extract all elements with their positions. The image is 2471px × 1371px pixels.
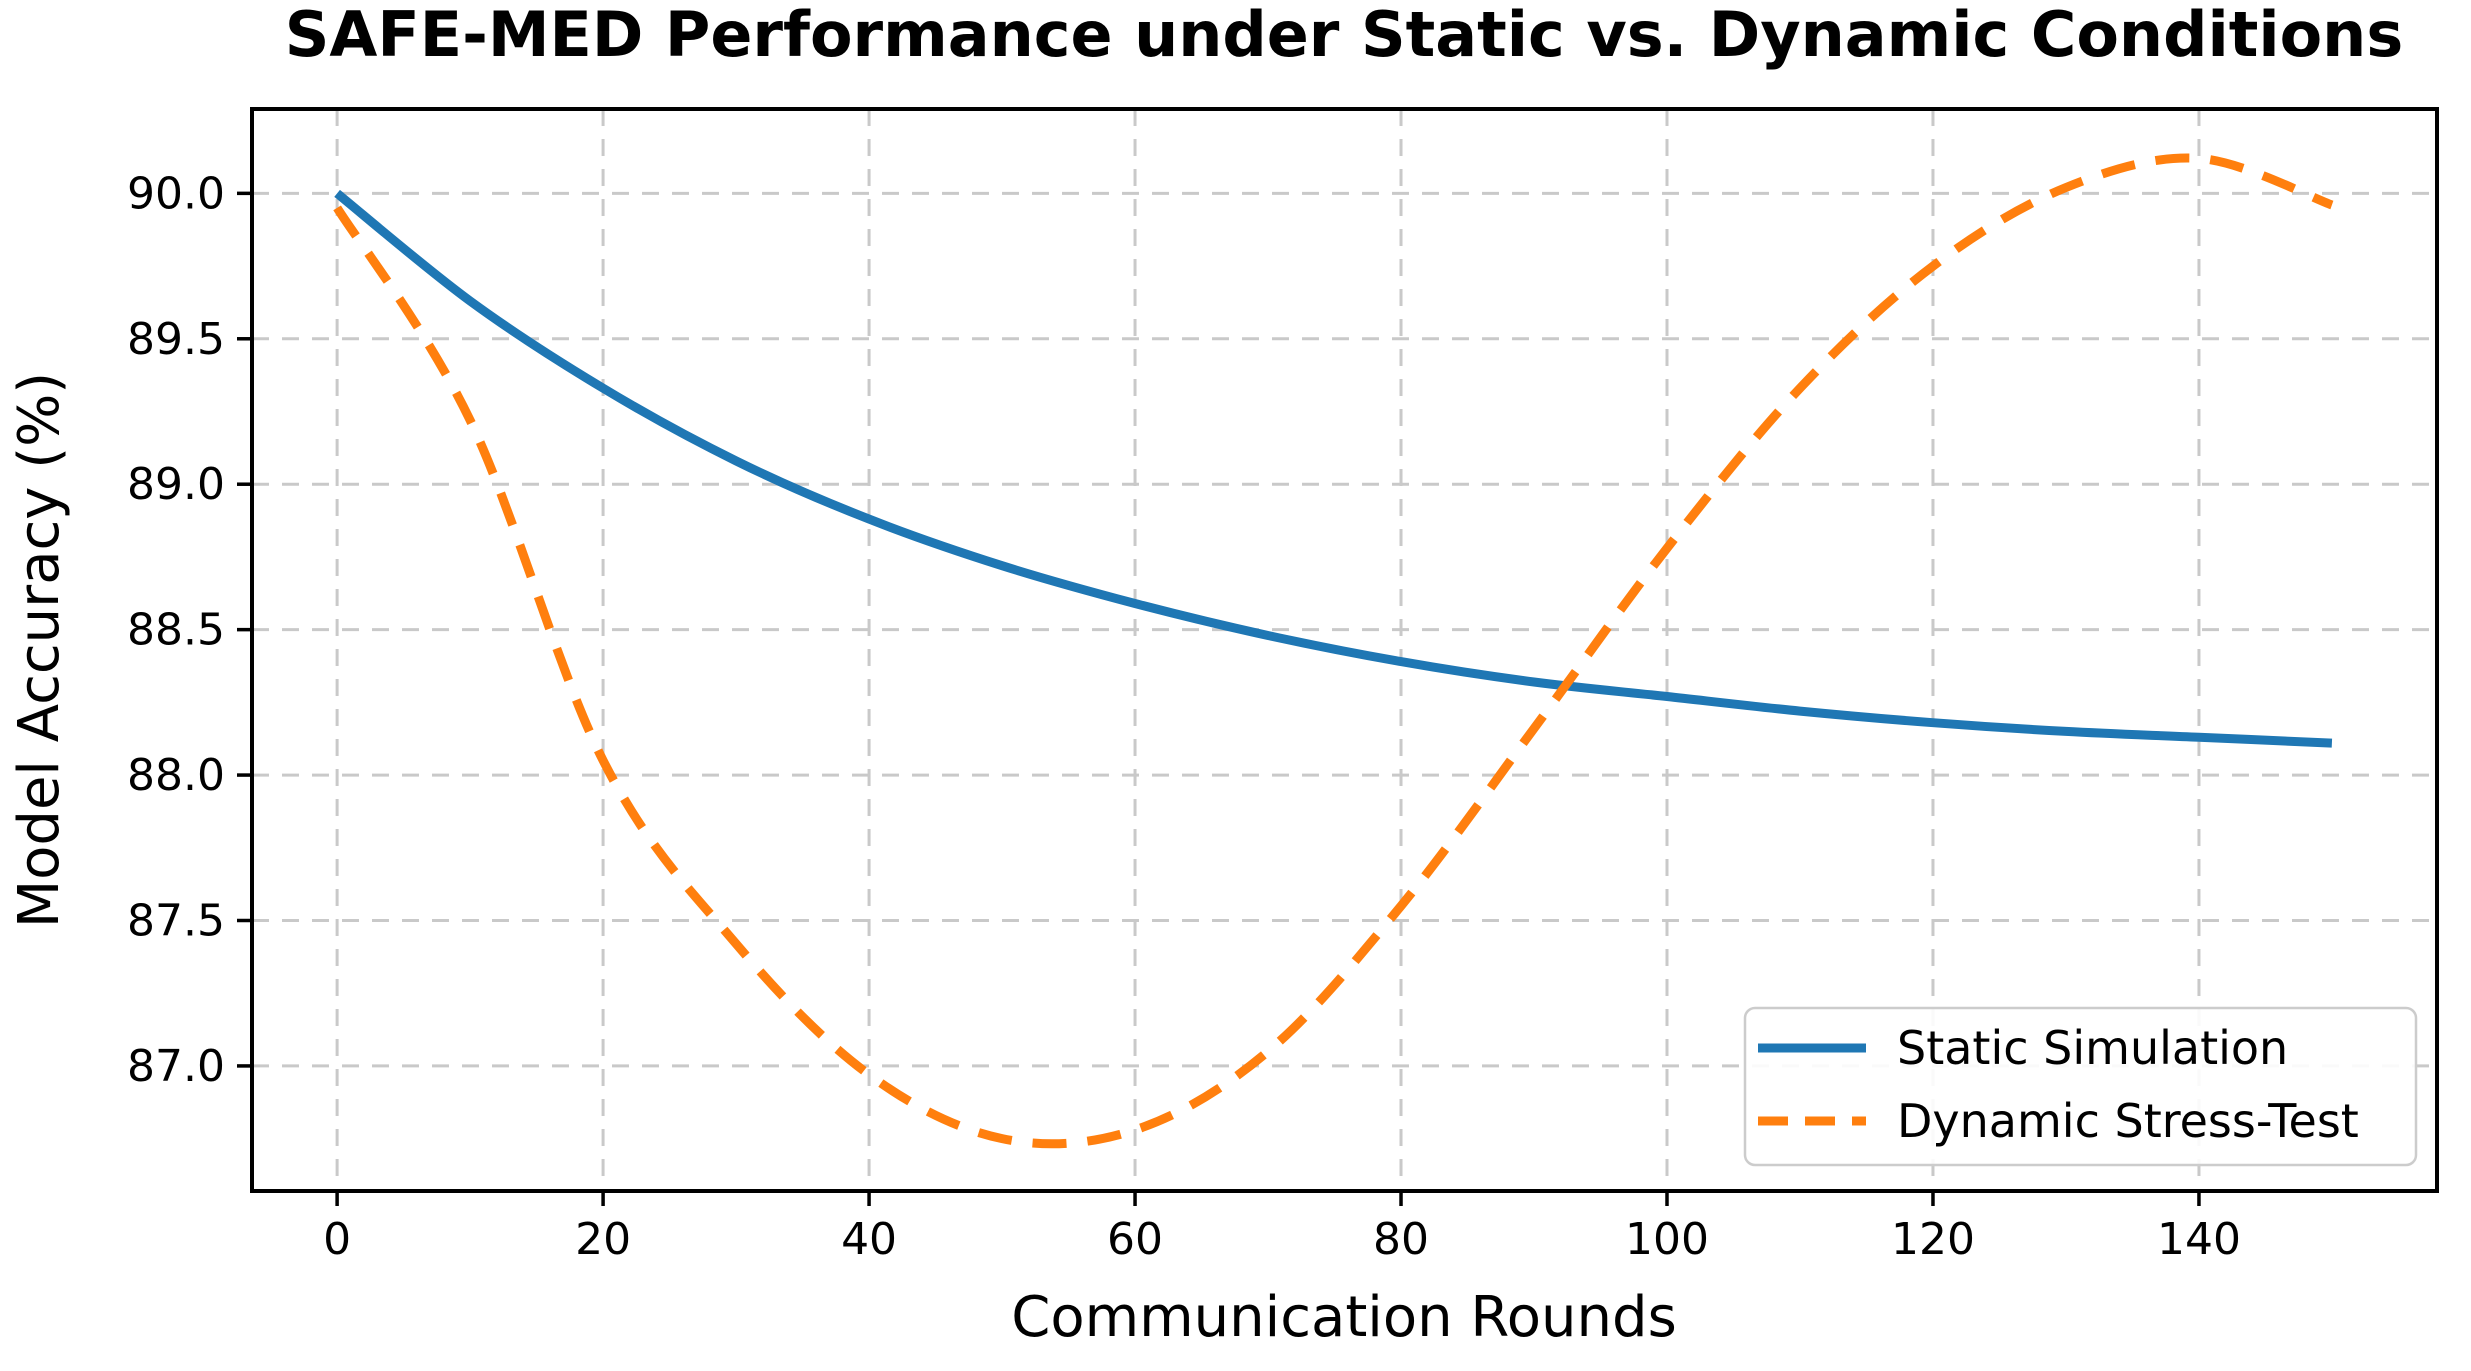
grid-lines [252,109,2437,1191]
y-tick-label: 88.5 [127,605,225,656]
plot-frame [250,107,2439,1193]
data-series [333,153,2334,1149]
y-tick-label: 89.5 [127,314,225,365]
x-tick-label: 120 [1891,1214,1975,1265]
x-axis-label: Communication Rounds [1011,1285,1677,1350]
series-line-dynamic [333,153,2334,1149]
y-axis-label: Model Accuracy (%) [7,372,72,928]
y-tick-label: 87.0 [127,1041,225,1092]
x-tick-label: 140 [2157,1214,2241,1265]
legend-box [1743,1006,2418,1167]
y-tick-label: 88.0 [127,750,225,801]
x-tick-label: 80 [1373,1214,1429,1265]
legend: Static Simulation Dynamic Stress-Test [1743,1006,2418,1167]
y-tick-label: 90.0 [127,168,225,219]
y-tick-label: 89.0 [127,459,225,510]
chart-title: SAFE-MED Performance under Static vs. Dy… [285,0,2403,71]
x-tick-label: 40 [841,1214,897,1265]
y-tick-label: 87.5 [127,896,225,947]
series-line-static [334,189,2333,748]
axis-ticks: 0 20 40 60 80 100 120 140 87.0 87.5 88.0 88.5 89.0 89… [127,168,2241,1265]
legend-item-label: Static Simulation [1897,1021,2288,1075]
x-tick-label: 60 [1107,1214,1163,1265]
legend-item-label: Dynamic Stress-Test [1897,1094,2359,1148]
x-tick-label: 100 [1625,1214,1709,1265]
x-tick-label: 20 [575,1214,631,1265]
x-tick-label: 0 [323,1214,351,1265]
